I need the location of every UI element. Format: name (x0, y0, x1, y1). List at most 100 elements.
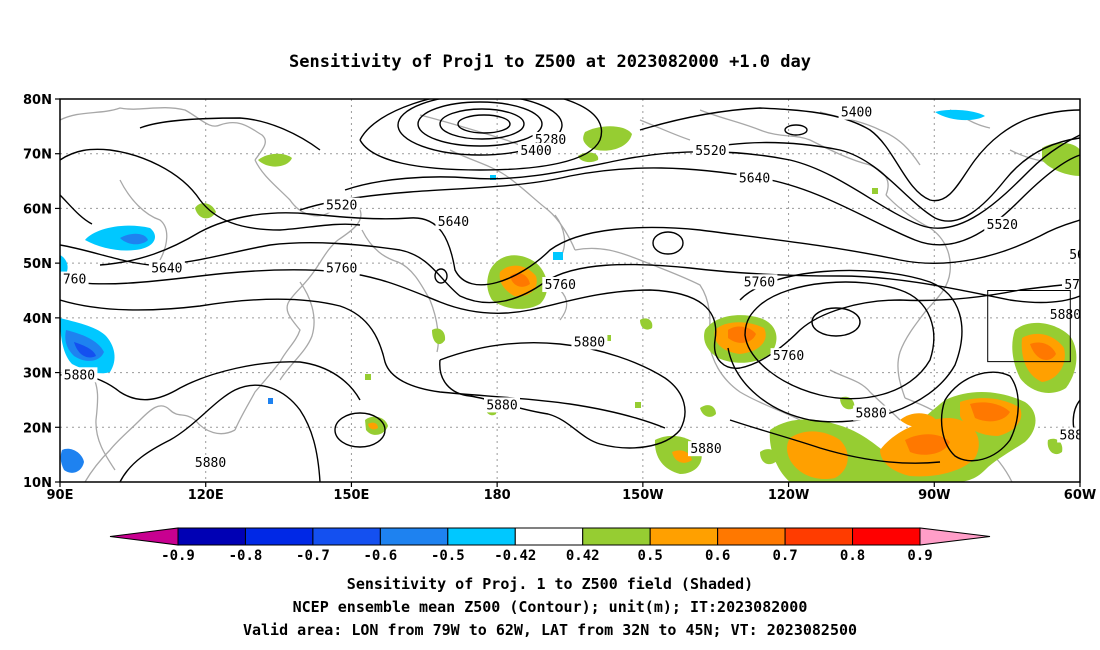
contour-label: 5880 (1050, 308, 1081, 323)
lat-tick-label: 10N (23, 476, 52, 491)
shade-positive (728, 326, 756, 343)
shade-negative (120, 233, 148, 245)
shade-positive (672, 450, 692, 463)
lon-tick-label: 150E (333, 488, 369, 503)
contour-5280-low (439, 108, 525, 140)
contour-5880-south (119, 384, 321, 482)
contour-label: 5880 (690, 442, 721, 457)
lat-tick-label: 40N (23, 312, 52, 327)
lat-tick-label: 60N (23, 202, 52, 217)
contour-label: 5880 (574, 335, 605, 350)
shade-negative (268, 398, 273, 404)
colorbar-label: -0.42 (494, 548, 536, 564)
contour-south-east (729, 419, 941, 464)
lon-tick-label: 90E (47, 488, 74, 503)
shade-positive (368, 422, 378, 430)
contour-label: 5880 (195, 456, 226, 471)
contour-label-bg (1047, 307, 1080, 323)
contour-label-bg (571, 334, 608, 350)
contour-label-bg (1062, 277, 1080, 293)
shade-negative (60, 448, 84, 473)
footer-line-1: Sensitivity of Proj. 1 to Z500 field (Sh… (347, 575, 753, 593)
contour-cell (434, 268, 448, 284)
colorbar-box (312, 527, 381, 546)
lon-tick-label: 180 (484, 488, 511, 503)
shade-positive (583, 126, 632, 151)
colorbar-max-arrow (919, 527, 991, 546)
shade-positive (365, 374, 371, 380)
contour-label: 5520 (326, 199, 357, 214)
lat-tick-label: 70N (23, 148, 52, 163)
contour-north-arc (139, 117, 321, 151)
shade-positive (760, 449, 778, 465)
contour-label: 5520 (695, 144, 726, 159)
shade-positive (700, 405, 716, 417)
shade-positive (605, 335, 611, 341)
lon-tick-label: 120E (188, 488, 224, 503)
lon-tick-label: 90W (918, 488, 950, 503)
shade-positive (900, 413, 936, 428)
map-frame (59, 98, 1081, 483)
figure-title: Sensitivity of Proj1 to Z500 at 20230820… (289, 52, 811, 72)
shade-positive (195, 203, 216, 219)
colorbar-label: 0.42 (566, 548, 600, 564)
contour-label: 5640 (438, 215, 469, 230)
shade-positive (840, 396, 855, 410)
contour-label-bg (323, 260, 360, 276)
lon-tick-label: 120W (768, 488, 809, 503)
contour-label: 5760 (1064, 278, 1095, 293)
colorbar-label: 0.6 (705, 548, 730, 564)
contour-label: 5640 (151, 262, 182, 277)
colorbar-box (177, 527, 246, 546)
contour-label-bg (435, 214, 472, 230)
shade-positive (1030, 342, 1056, 360)
contour-label-bg (542, 277, 579, 293)
colorbar-label: 0.5 (638, 548, 663, 564)
contour-label: 5640 (1069, 248, 1100, 263)
colorbar-box (514, 527, 584, 546)
contour-label: 5760 (545, 278, 576, 293)
contour-label-bg (60, 271, 89, 287)
contour-label-bg (688, 441, 724, 457)
contour-5400-east (639, 107, 1080, 202)
contour-5880-high (744, 281, 935, 400)
shade-positive (432, 328, 446, 345)
contour-5400-low (397, 99, 563, 156)
lat-tick-label: 80N (23, 93, 52, 108)
colorbar-label: -0.7 (296, 548, 330, 564)
contour-5460 (359, 99, 603, 171)
colorbar-label: -0.9 (161, 548, 195, 564)
contour-5880-atlantic (940, 371, 1019, 462)
contour-cell (334, 412, 386, 448)
contour-label-bg (736, 170, 773, 186)
contour-label-bg (61, 367, 98, 383)
contour-5640 (99, 212, 1080, 286)
colorbar-label: -0.6 (364, 548, 398, 564)
contour-label: 5760 (744, 275, 775, 290)
shade-negative (74, 342, 96, 358)
contour-label: 5760 (326, 262, 357, 277)
contour-label-bg (853, 405, 890, 421)
contour-label: 760 (63, 273, 86, 288)
footer-line-3: Valid area: LON from 79W to 62W, LAT fro… (243, 621, 857, 639)
contour-label: 5880 (1059, 428, 1090, 443)
contour-high-inner (811, 307, 861, 337)
shade-negative (490, 175, 496, 180)
colorbar-label: 0.8 (840, 548, 865, 564)
shade-positive (905, 434, 950, 455)
contour-5220-low (457, 114, 511, 134)
lat-tick-label: 30N (23, 367, 52, 382)
colorbar-label: -0.8 (229, 548, 263, 564)
contour-label-bg (984, 216, 1021, 232)
lat-tick-label: 20N (23, 421, 52, 436)
shade-positive (510, 273, 530, 287)
contour-label-bg (1066, 246, 1080, 262)
contour-label: 5760 (773, 349, 804, 364)
contour-label: 5400 (841, 106, 872, 121)
colorbar-box (379, 527, 449, 546)
lon-tick-label: 150W (622, 488, 663, 503)
colorbar-box (447, 527, 516, 546)
